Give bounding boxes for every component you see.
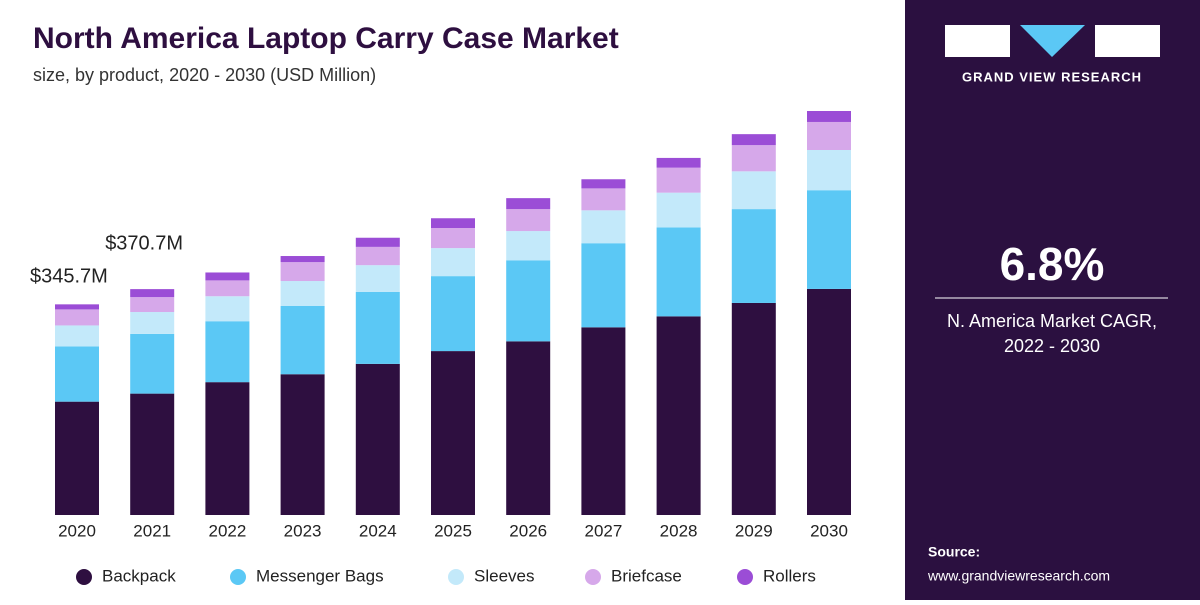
legend-marker [585,569,601,585]
bar-segment [130,297,175,313]
bar-segment [130,312,175,334]
x-tick-label: 2023 [284,521,322,540]
bar-segment [431,351,475,515]
legend-label: Messenger Bags [256,566,384,585]
legend-marker [76,569,92,585]
bar-segment [355,246,400,266]
total-label: $370.7M [105,232,183,254]
bar-segment [431,218,475,228]
bar-segment [205,296,250,322]
chart-subtitle: size, by product, 2020 - 2030 (USD Milli… [33,65,376,85]
bar-segment [55,401,99,515]
brand: GRAND VIEW RESEARCH [962,69,1142,84]
bar-segment [656,316,701,515]
bar-segment [731,302,776,515]
logo-triangle [1020,25,1085,57]
bar-segment [280,305,325,375]
bar-segment [581,243,626,328]
bar-segment [656,227,701,317]
bar-segment [431,227,475,249]
side-panel [905,0,1200,600]
logo-block [945,25,1010,57]
x-tick-label: 2024 [359,521,397,540]
bar-segment [280,256,325,263]
bar-segment [280,262,325,282]
x-tick-label: 2025 [434,521,472,540]
source-label: Source: [928,544,980,560]
legend-marker [230,569,246,585]
chart-title: North America Laptop Carry Case Market [33,22,619,55]
legend-label: Rollers [763,566,816,585]
legend-marker [737,569,753,585]
bar-segment [55,304,99,310]
bar-segment [506,231,551,261]
bar-segment [807,288,851,515]
legend-label: Backpack [102,566,176,585]
bar-segment [581,179,626,189]
bar-segment [280,374,325,515]
bar-segment [205,280,250,297]
bar-segment [581,188,626,211]
bar-segment [205,382,250,515]
bar-segment [355,363,400,515]
legend-label: Briefcase [611,566,682,585]
bar-segment [807,111,851,122]
bar-segment [130,289,175,298]
bar-segment [506,198,551,210]
logo-block [1095,25,1160,57]
bar-segment [506,260,551,342]
legend-marker [448,569,464,585]
bar-segment [656,157,701,168]
bar-segment [731,145,776,172]
logo [945,25,1160,57]
bar-segment [731,209,776,303]
bar-segment [656,192,701,228]
bar-segment [55,346,99,402]
bar-segment [55,309,99,326]
bar-segment [355,291,400,364]
bar-segment [807,121,851,150]
x-tick-label: 2020 [58,521,96,540]
bar-segment [506,209,551,232]
bar-segment [656,167,701,193]
bar-segment [130,393,175,515]
x-tick-label: 2029 [735,521,773,540]
bar-segment [506,341,551,515]
legend-label: Sleeves [474,566,534,585]
bar-segment [355,237,400,247]
bar-segment [355,265,400,292]
cagr-label: N. America Market CAGR, [947,311,1157,331]
bar-segment [280,281,325,306]
bar-segment [807,149,851,191]
bar-segment [205,321,250,383]
bar-segment [431,248,475,277]
x-tick-label: 2021 [133,521,171,540]
bar-segment [807,190,851,289]
cagr-value: 6.8% [1000,238,1105,290]
source-url: www.grandviewresearch.com [927,568,1110,584]
x-tick-label: 2027 [584,521,622,540]
x-tick-label: 2026 [509,521,547,540]
total-label: $345.7M [30,266,108,288]
x-tick-label: 2030 [810,521,848,540]
bar-segment [55,325,99,347]
bar-segment [431,276,475,352]
bar-segment [731,134,776,146]
bar-segment [581,327,626,515]
bar-segment [581,210,626,244]
x-tick-label: 2022 [208,521,246,540]
bar-segment [731,171,776,210]
bar-segment [130,333,175,394]
x-tick-label: 2028 [660,521,698,540]
bar-segment [205,272,250,281]
cagr-label: 2022 - 2030 [1004,336,1100,356]
